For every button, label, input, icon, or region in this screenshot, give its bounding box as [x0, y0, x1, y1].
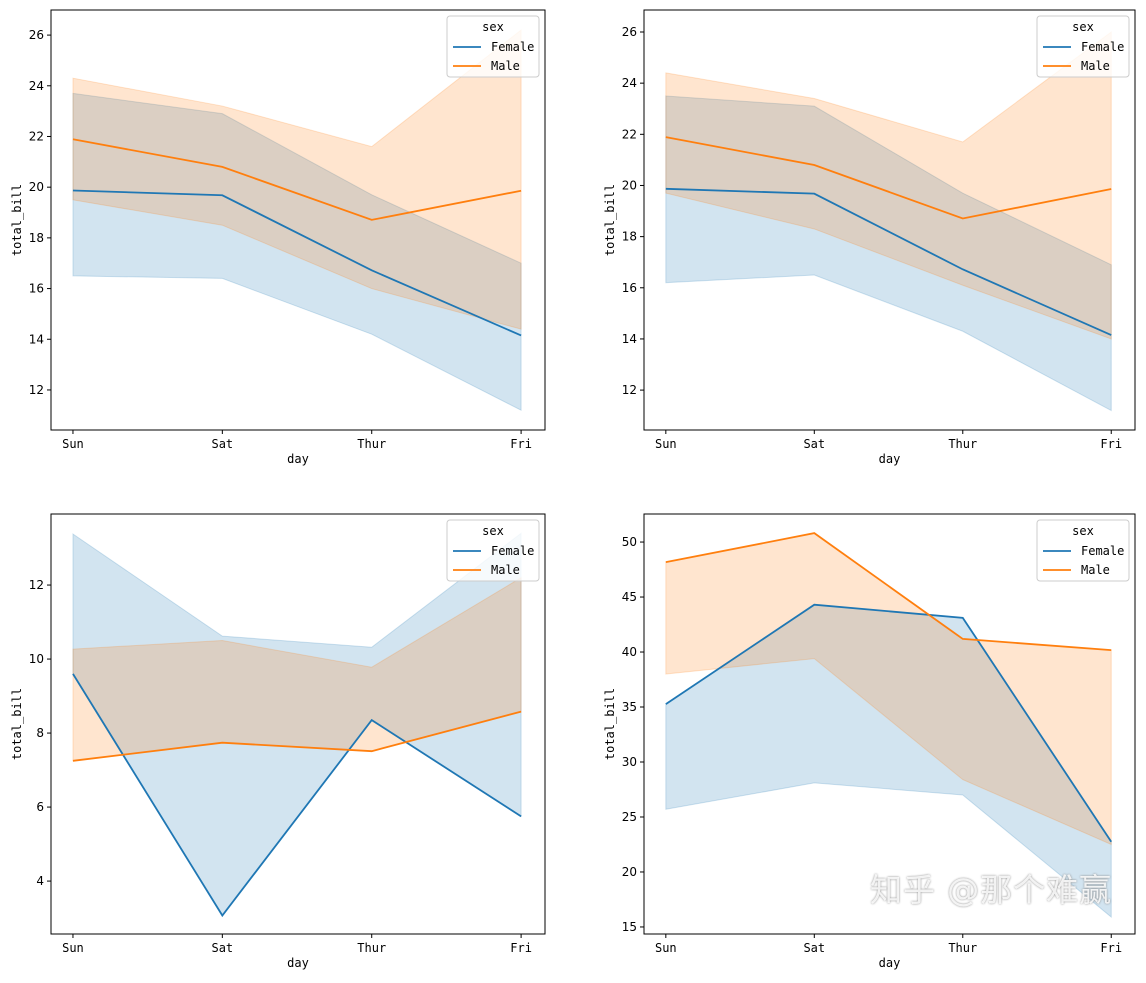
y-tick-label: 15 [622, 920, 637, 934]
y-tick-label: 10 [29, 652, 44, 666]
line-male [665, 136, 1112, 220]
x-tick-label: Sun [62, 437, 84, 451]
y-tick-label: 30 [622, 755, 637, 769]
legend-title: sex [482, 20, 504, 34]
ci-band-female [72, 92, 522, 412]
subplot-4: Sun Sat Thur Fri 15 20 25 30 35 40 45 50 day total_bi… [603, 513, 1136, 970]
legend: sex Female Male [446, 15, 540, 78]
y-tick-label: 14 [622, 332, 637, 346]
y-tick-label: 24 [29, 79, 44, 93]
subplot-2: Sun Sat Thur Fri 12 14 16 18 20 22 24 26 day total_bi… [603, 9, 1136, 466]
x-tick-label: Thur [357, 941, 386, 955]
legend-label-male: Male [491, 59, 520, 73]
x-tick-label: Sat [803, 941, 825, 955]
y-tick-label: 16 [29, 282, 44, 296]
y-tick-label: 26 [29, 28, 44, 42]
y-tick-label: 20 [622, 865, 637, 879]
y-tick-label: 40 [622, 645, 637, 659]
x-axis-label: day [287, 956, 309, 970]
x-tick-label: Fri [1100, 437, 1122, 451]
ci-band-male [665, 31, 1112, 340]
legend-label-female: Female [1081, 544, 1124, 558]
legend: sex Female Male [1036, 519, 1130, 582]
line-female [72, 189, 522, 337]
x-tick-label: Fri [510, 437, 532, 451]
line-male [72, 710, 522, 762]
x-axis-label: day [287, 452, 309, 466]
y-tick-label: 25 [622, 810, 637, 824]
legend-title: sex [1072, 524, 1094, 538]
x-tick-label: Thur [357, 437, 386, 451]
legend: sex Female Male [1036, 15, 1130, 78]
legend: sex Female Male [446, 519, 540, 582]
y-tick-label: 8 [36, 726, 44, 740]
x-tick-label: Thur [948, 437, 977, 451]
axes-frame [643, 513, 1136, 935]
y-tick-label: 22 [622, 127, 637, 141]
y-tick-label: 12 [622, 383, 637, 397]
y-tick-label: 14 [29, 332, 44, 346]
axes-frame [50, 9, 546, 431]
line-female [665, 603, 1112, 843]
x-tick-label: Sun [62, 941, 84, 955]
legend-title: sex [1072, 20, 1094, 34]
y-tick-label: 16 [622, 281, 637, 295]
ci-band-female [665, 95, 1112, 412]
y-tick-label: 18 [622, 230, 637, 244]
x-axis-label: day [879, 452, 901, 466]
y-axis-label: total_bill [10, 688, 24, 760]
y-tick-label: 26 [622, 25, 637, 39]
y-tick-label: 12 [29, 578, 44, 592]
legend-label-female: Female [491, 544, 534, 558]
y-tick-label: 35 [622, 700, 637, 714]
y-tick-label: 12 [29, 383, 44, 397]
ci-band-male [72, 28, 522, 330]
axes-frame [50, 513, 546, 935]
x-tick-label: Sat [803, 437, 825, 451]
x-tick-label: Thur [948, 941, 977, 955]
line-male [72, 138, 522, 221]
line-female [72, 673, 522, 918]
x-tick-label: Sat [211, 437, 233, 451]
x-tick-label: Fri [1100, 941, 1122, 955]
axes-frame [643, 9, 1136, 431]
legend-label-female: Female [491, 40, 534, 54]
legend-label-female: Female [1081, 40, 1124, 54]
legend-label-male: Male [491, 563, 520, 577]
y-axis-label: total_bill [603, 184, 617, 256]
y-tick-label: 4 [36, 874, 44, 888]
y-tick-label: 50 [622, 535, 637, 549]
y-tick-label: 20 [622, 178, 637, 192]
x-axis-label: day [879, 956, 901, 970]
x-tick-label: Sat [211, 941, 233, 955]
line-male [665, 532, 1112, 652]
x-tick-label: Sun [655, 437, 677, 451]
line-female [665, 187, 1112, 336]
y-tick-label: 45 [622, 590, 637, 604]
subplot-1: Sun Sat Thur Fri 12 14 16 18 20 22 24 26 day total_bi… [10, 9, 546, 466]
y-tick-label: 18 [29, 231, 44, 245]
x-tick-label: Sun [655, 941, 677, 955]
legend-label-male: Male [1081, 563, 1110, 577]
y-tick-label: 24 [622, 76, 637, 90]
y-axis-label: total_bill [10, 184, 24, 256]
legend-label-male: Male [1081, 59, 1110, 73]
y-tick-label: 22 [29, 129, 44, 143]
y-tick-label: 6 [36, 800, 44, 814]
watermark: 知乎 @那个难赢 [870, 871, 1113, 909]
x-tick-label: Fri [510, 941, 532, 955]
subplot-3: Sun Sat Thur Fri 4 6 8 10 12 day total_bill sex Fema… [10, 513, 546, 970]
y-axis-label: total_bill [603, 688, 617, 760]
y-tick-label: 20 [29, 180, 44, 194]
legend-title: sex [482, 524, 504, 538]
